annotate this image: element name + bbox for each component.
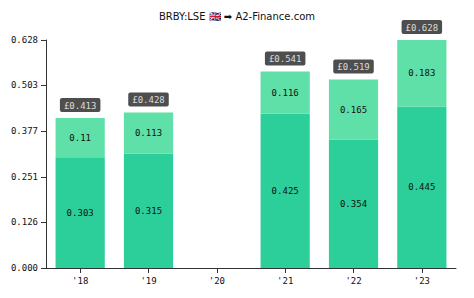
svg-text:£0.628: £0.628 (406, 23, 439, 33)
svg-text:£0.428: £0.428 (132, 95, 165, 105)
svg-text:0.251: 0.251 (11, 172, 38, 182)
svg-text:0.628: 0.628 (11, 35, 38, 45)
svg-text:0.503: 0.503 (11, 80, 38, 90)
svg-text:0.126: 0.126 (11, 217, 38, 227)
svg-text:0.165: 0.165 (340, 105, 367, 115)
svg-text:0.445: 0.445 (408, 182, 435, 192)
svg-text:'20: '20 (209, 276, 225, 286)
svg-text:0.354: 0.354 (340, 199, 367, 209)
svg-text:'22: '22 (345, 276, 361, 286)
svg-text:0.377: 0.377 (11, 126, 38, 136)
svg-text:0.183: 0.183 (408, 68, 435, 78)
svg-text:£0.413: £0.413 (64, 101, 97, 111)
svg-text:£0.541: £0.541 (269, 54, 302, 64)
svg-text:0.315: 0.315 (135, 206, 162, 216)
svg-text:0.116: 0.116 (272, 88, 299, 98)
svg-text:BRBY:LSE 🇬🇧 ➡ A2-Finance.com: BRBY:LSE 🇬🇧 ➡ A2-Finance.com (159, 11, 315, 22)
svg-text:0.113: 0.113 (135, 128, 162, 138)
svg-text:0.425: 0.425 (272, 186, 299, 196)
svg-text:0.000: 0.000 (11, 263, 38, 273)
svg-text:0.11: 0.11 (69, 133, 91, 143)
svg-text:'23: '23 (414, 276, 430, 286)
svg-text:0.303: 0.303 (67, 208, 94, 218)
svg-text:'18: '18 (72, 276, 88, 286)
svg-text:'19: '19 (140, 276, 156, 286)
svg-text:'21: '21 (277, 276, 293, 286)
svg-text:£0.519: £0.519 (337, 62, 370, 72)
